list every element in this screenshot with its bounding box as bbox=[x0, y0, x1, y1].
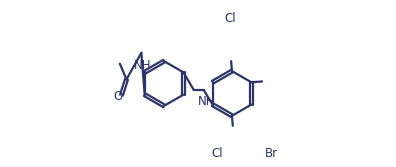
Text: O: O bbox=[113, 90, 122, 103]
Text: Cl: Cl bbox=[212, 147, 223, 160]
Text: Br: Br bbox=[265, 147, 278, 160]
Text: Cl: Cl bbox=[225, 12, 236, 25]
Text: NH: NH bbox=[198, 95, 215, 108]
Text: NH: NH bbox=[133, 59, 151, 72]
